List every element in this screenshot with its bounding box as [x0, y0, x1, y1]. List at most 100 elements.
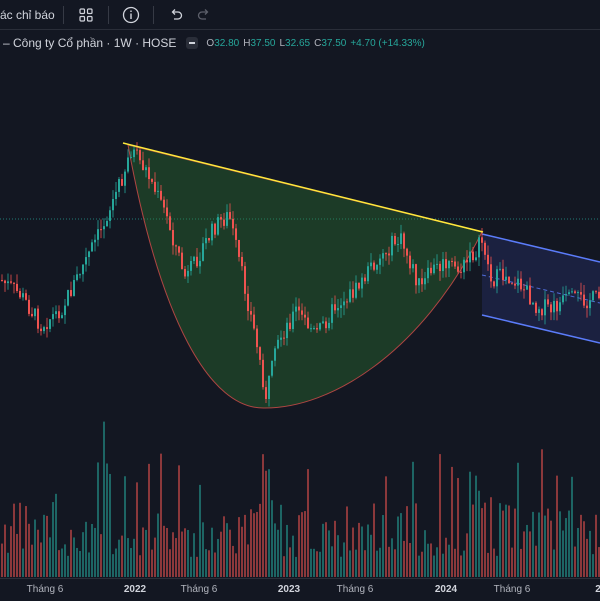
collapse-legend-icon[interactable]	[186, 37, 199, 49]
candle-body	[571, 291, 573, 293]
channel-pattern-fill[interactable]	[482, 234, 600, 343]
volume-bar	[541, 449, 543, 577]
candle-body	[499, 268, 501, 270]
volume-bar	[508, 505, 510, 577]
close-label: C	[314, 37, 322, 49]
candle-body	[169, 216, 171, 230]
volume-bar	[262, 454, 264, 577]
candle-body	[376, 264, 378, 270]
volume-bar	[58, 550, 60, 577]
volume-bar	[499, 503, 501, 577]
volume-bar	[592, 554, 594, 577]
candle-body	[283, 337, 285, 339]
volume-bar	[325, 522, 327, 577]
candle-body	[457, 266, 459, 272]
channel-lower-line[interactable]	[481, 314, 600, 344]
candle-body	[232, 218, 234, 229]
trendline[interactable]	[122, 142, 484, 233]
cup-pattern-fill[interactable]	[127, 144, 483, 409]
info-circle-icon[interactable]	[120, 4, 142, 26]
channel-upper-line[interactable]	[481, 233, 600, 263]
candle-body	[361, 277, 363, 289]
undo-icon[interactable]	[165, 4, 187, 26]
candle-body	[115, 191, 117, 199]
volume-bar	[190, 556, 192, 577]
volume-bar	[529, 531, 531, 577]
volume-bar	[394, 549, 396, 577]
volume-bar	[301, 512, 303, 577]
candle-body	[73, 280, 75, 296]
candle-body	[298, 306, 300, 311]
symbol-title[interactable]: – Công ty Cổ phần · 1W · HOSE	[3, 36, 177, 50]
redo-icon[interactable]	[193, 4, 215, 26]
time-axis-tick: Tháng 6	[180, 584, 218, 595]
volume-bar	[127, 538, 129, 577]
volume-bar	[175, 538, 177, 577]
candle-body	[502, 268, 504, 280]
candle-body	[586, 305, 588, 309]
candle-body	[490, 264, 492, 282]
volume-bar	[28, 523, 30, 577]
candle-body	[220, 217, 222, 220]
volume-bar	[178, 465, 180, 577]
candle-body	[598, 291, 600, 299]
volume-bar	[484, 502, 486, 577]
volume-bar	[292, 535, 294, 577]
volume-bar	[124, 476, 126, 577]
candle-body	[37, 308, 39, 329]
volume-bar	[400, 513, 402, 577]
candle-body	[478, 237, 480, 258]
indicators-button[interactable]: ác chỉ báo	[0, 7, 55, 22]
volume-bar	[271, 500, 273, 577]
candle-body	[328, 322, 330, 329]
candle-body	[367, 266, 369, 282]
volume-bar	[502, 510, 504, 577]
candle-body	[211, 223, 213, 241]
candle-body	[403, 233, 405, 249]
volume-bar	[10, 526, 12, 577]
volume-bar	[556, 475, 558, 577]
candle-body	[61, 315, 63, 319]
volume-bar	[571, 476, 573, 577]
volume-bar	[208, 550, 210, 577]
candle-body	[583, 294, 585, 306]
candle-body	[268, 375, 270, 400]
candle-body	[1, 280, 3, 281]
volume-bar	[148, 463, 150, 577]
time-axis[interactable]: Tháng 6 2022 Tháng 6 2023 Tháng 6 2024 T…	[0, 578, 600, 601]
volume-bar	[388, 546, 390, 577]
candle-body	[355, 282, 357, 298]
volume-bar	[478, 490, 480, 577]
candle-body	[364, 277, 366, 282]
candle-body	[145, 167, 147, 171]
volume-bar	[421, 551, 423, 577]
volume-bar	[304, 511, 306, 577]
candle-body	[334, 304, 336, 311]
volume-bar	[61, 548, 63, 577]
candle-body	[229, 212, 231, 219]
volume-bar	[286, 524, 288, 577]
candle-body	[286, 322, 288, 339]
volume-bar	[346, 506, 348, 577]
candle-body	[352, 289, 354, 298]
layout-grid-icon[interactable]	[75, 4, 97, 26]
volume-bar	[442, 553, 444, 577]
volume-bar	[358, 522, 360, 577]
volume-bar	[256, 511, 258, 577]
volume-bar	[598, 547, 600, 577]
volume-bar	[523, 531, 525, 577]
close-value: 37.50	[321, 37, 347, 49]
volume-bar	[574, 546, 576, 577]
volume-bar	[169, 549, 171, 577]
volume-bar	[463, 550, 465, 577]
candle-body	[271, 360, 273, 376]
volume-bar	[118, 539, 120, 577]
volume-bar	[196, 556, 198, 577]
volume-bar	[67, 555, 69, 577]
price-chart-canvas[interactable]	[0, 0, 600, 578]
volume-bar	[121, 535, 123, 577]
volume-bar	[133, 538, 135, 577]
candle-body	[223, 219, 225, 226]
candle-body	[94, 239, 96, 243]
candle-body	[472, 251, 474, 261]
